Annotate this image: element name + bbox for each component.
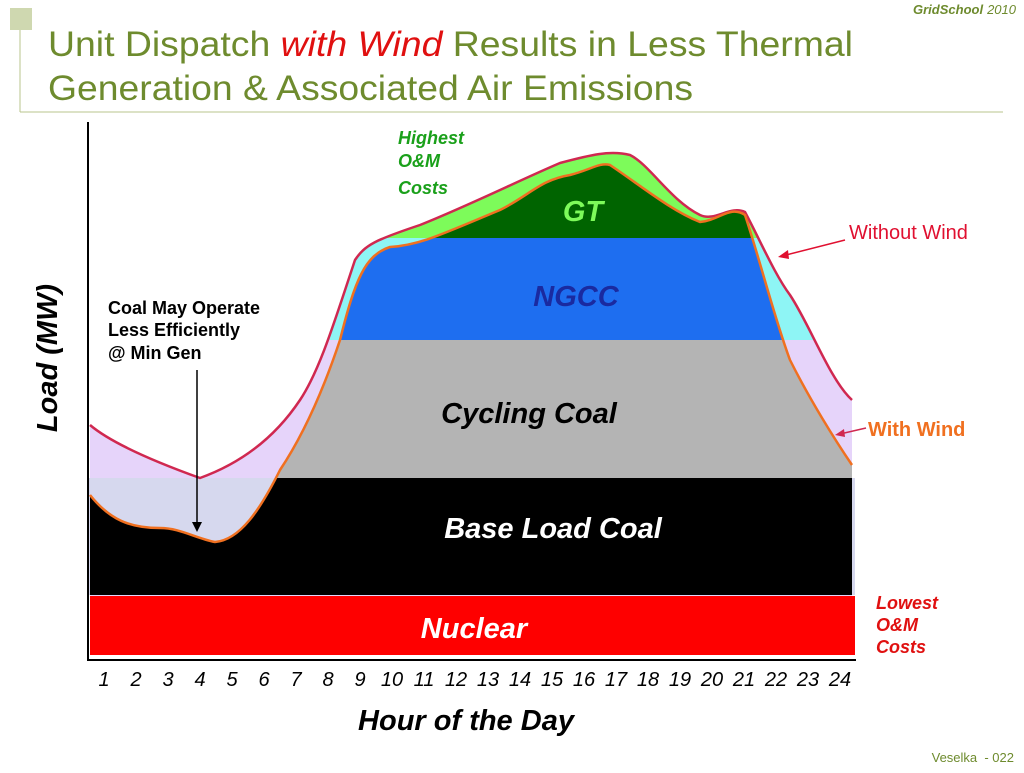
title-part: Unit Dispatch: [48, 25, 281, 64]
x-tick-label: 21: [732, 669, 755, 691]
footer: Veselka - 022: [932, 750, 1014, 765]
x-tick-label: 12: [445, 669, 467, 691]
brand-year: 2010: [986, 2, 1017, 17]
x-tick-label: 6: [258, 669, 270, 691]
x-tick-label: 9: [354, 669, 365, 691]
x-tick-label: 17: [605, 669, 628, 691]
x-tick-label: 16: [573, 669, 596, 691]
title-emphasis: with Wind: [281, 25, 444, 64]
note-line: Lowest: [876, 593, 939, 613]
highest-note: Highest O&M Costs: [398, 128, 465, 198]
x-tick-label: 19: [669, 669, 691, 691]
brand: GridSchool 2010: [913, 2, 1017, 17]
x-tick-label: 7: [290, 669, 302, 691]
x-tick-label: 8: [322, 669, 333, 691]
without-wind-curve: [89, 151, 853, 480]
x-tick-label: 20: [700, 669, 723, 691]
with-wind-label: With Wind: [868, 419, 965, 441]
x-tick-label: 14: [509, 669, 531, 691]
note-line: O&M: [876, 615, 919, 635]
x-tick-label: 18: [637, 669, 659, 691]
arrow: [781, 239, 846, 257]
arrowhead: [192, 522, 202, 532]
arrowhead: [835, 429, 845, 437]
y-axis-label: Load (MW): [32, 284, 64, 432]
x-tick-label: 23: [796, 669, 819, 691]
layer-label: Base Load Coal: [444, 513, 662, 545]
x-tick-label: 22: [764, 669, 787, 691]
layer-label: Nuclear: [421, 613, 529, 645]
min-gen-note: Coal May Operate Less Efficiently @ Min …: [108, 298, 260, 363]
note-line: Costs: [398, 178, 448, 198]
note-line: @ Min Gen: [108, 343, 202, 363]
title-part: Results in Less Thermal: [442, 25, 853, 64]
title-line: Unit Dispatch with Wind Results in Less …: [48, 25, 853, 64]
corner-square: [10, 8, 32, 30]
x-tick-labels: 1 2 3 4 5 6 7 8 9 10 11 12 13 14 15 16 17 18 19 20 21 22 23 24: [98, 669, 851, 691]
note-line: O&M: [398, 151, 441, 171]
x-tick-label: 3: [162, 669, 173, 691]
x-tick-label: 1: [98, 669, 109, 691]
note-line: Less Efficiently: [108, 320, 240, 340]
note-line: Coal May Operate: [108, 298, 260, 318]
x-tick-label: 15: [541, 669, 564, 691]
without-wind-label: Without Wind: [849, 222, 968, 244]
title-line: Generation & Associated Air Emissions: [48, 69, 693, 108]
brand-name: GridSchool: [913, 2, 983, 17]
x-tick-label: 11: [414, 669, 435, 691]
x-axis-label: Hour of the Day: [358, 705, 576, 737]
x-tick-label: 4: [194, 669, 205, 691]
arrowhead: [778, 250, 789, 259]
lowest-note: Lowest O&M Costs: [876, 593, 939, 657]
x-tick-label: 13: [477, 669, 499, 691]
note-line: Highest: [398, 128, 465, 148]
x-tick-label: 5: [226, 669, 238, 691]
note-line: Costs: [876, 637, 926, 657]
layer-label: NGCC: [533, 281, 619, 313]
band-nuclear: [90, 596, 855, 655]
x-tick-label: 24: [828, 669, 851, 691]
layer-label: Cycling Coal: [441, 398, 618, 430]
x-tick-label: 10: [381, 669, 403, 691]
layer-label: GT: [563, 196, 606, 228]
with-wind-curve: [89, 163, 854, 544]
x-tick-label: 2: [129, 669, 141, 691]
